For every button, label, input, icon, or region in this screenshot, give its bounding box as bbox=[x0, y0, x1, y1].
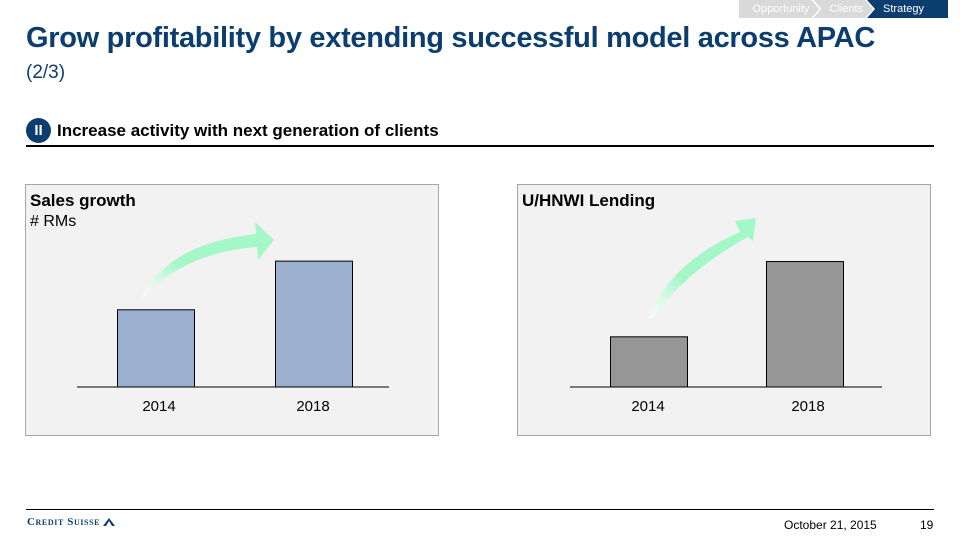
page-number: 19 bbox=[920, 518, 934, 532]
nav-item-opportunity[interactable]: Opportunity bbox=[739, 0, 820, 18]
section-heading: Increase activity with next generation o… bbox=[57, 121, 439, 140]
x-tick-label: 2014 bbox=[142, 398, 175, 415]
logo-wordmark: Credit Suisse bbox=[27, 516, 101, 528]
bar-2018 bbox=[275, 260, 353, 388]
lending-panel: 2014 2018 U/HNWI Lending bbox=[517, 184, 931, 436]
growth-arrow bbox=[142, 222, 274, 297]
sales-growth-panel: 2014 2018 Sales growth # RMs bbox=[25, 184, 439, 436]
growth-arrow bbox=[648, 218, 756, 319]
x-tick-label: 2018 bbox=[296, 398, 329, 415]
breadcrumb-nav: Opportunity Clients Strategy bbox=[745, 0, 948, 18]
footer-divider bbox=[26, 509, 934, 510]
bar-2018 bbox=[766, 261, 844, 388]
chart-title: Sales growth bbox=[30, 191, 136, 210]
nav-item-strategy[interactable]: Strategy bbox=[867, 0, 948, 18]
page-title: Grow profitability by extending successf… bbox=[26, 22, 875, 54]
x-tick-label: 2018 bbox=[791, 398, 824, 415]
chart-unit-label: # RMs bbox=[30, 213, 77, 230]
footer-date: October 21, 2015 bbox=[784, 518, 877, 532]
bar-2014 bbox=[117, 309, 195, 388]
sales-growth-chart: 2014 2018 bbox=[77, 222, 389, 415]
nav-item-clients[interactable]: Clients bbox=[813, 0, 873, 18]
bar-2014 bbox=[610, 336, 688, 388]
section-number-badge: II bbox=[26, 118, 51, 143]
chart-title: U/HNWI Lending bbox=[522, 191, 656, 210]
credit-suisse-logo: Credit Suisse bbox=[27, 516, 116, 528]
page-subtitle: (2/3) bbox=[26, 62, 66, 83]
section-divider bbox=[26, 145, 934, 147]
sails-icon bbox=[103, 518, 116, 526]
x-tick-label: 2014 bbox=[631, 398, 664, 415]
lending-chart: 2014 2018 bbox=[570, 218, 882, 415]
